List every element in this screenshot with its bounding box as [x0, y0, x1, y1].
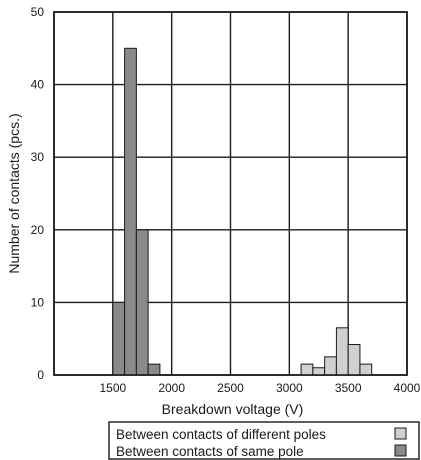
plot-area-border	[53, 11, 408, 376]
legend-swatch	[394, 427, 407, 440]
x-tick-label: 3500	[335, 381, 362, 395]
bar-series-0	[359, 363, 373, 376]
bar-series-1	[147, 363, 161, 376]
bars-layer	[53, 11, 408, 376]
bar-series-1	[135, 229, 149, 376]
y-tick-label: 10	[31, 295, 45, 309]
y-tick-label: 20	[31, 223, 45, 237]
legend-box	[108, 421, 420, 460]
bar-series-1	[124, 47, 137, 376]
y-tick-label: 0	[37, 368, 44, 382]
legend: Between contacts of different poles Betwe…	[108, 421, 420, 460]
bar-series-1	[112, 301, 126, 376]
x-tick-label: 1500	[99, 381, 126, 395]
bar-series-0	[335, 327, 349, 376]
x-tick-label: 2000	[158, 381, 185, 395]
legend-swatch	[394, 444, 407, 457]
y-tick-label: 50	[31, 5, 45, 19]
grid-layer	[53, 11, 408, 376]
bar-series-0	[324, 356, 337, 376]
bar-series-0	[300, 363, 314, 376]
legend-label: Between contacts of different poles	[116, 427, 326, 442]
legend-label: Between contacts of same pole	[116, 444, 304, 459]
y-tick-label: 40	[31, 78, 45, 92]
x-tick-label: 3000	[276, 381, 303, 395]
x-tick-label: 4000	[394, 381, 421, 395]
y-tick-label: 30	[31, 150, 45, 164]
bar-series-0	[312, 367, 326, 376]
bar-series-0	[347, 344, 361, 376]
x-axis-title: Breakdown voltage (V)	[162, 401, 304, 417]
y-axis-title: Number of contacts (pcs.)	[6, 113, 22, 273]
x-tick-label: 2500	[217, 381, 244, 395]
ticks-layer: 1500 2000 2500 3000 3500 4000 0 10 20 30 40 50	[31, 5, 421, 395]
